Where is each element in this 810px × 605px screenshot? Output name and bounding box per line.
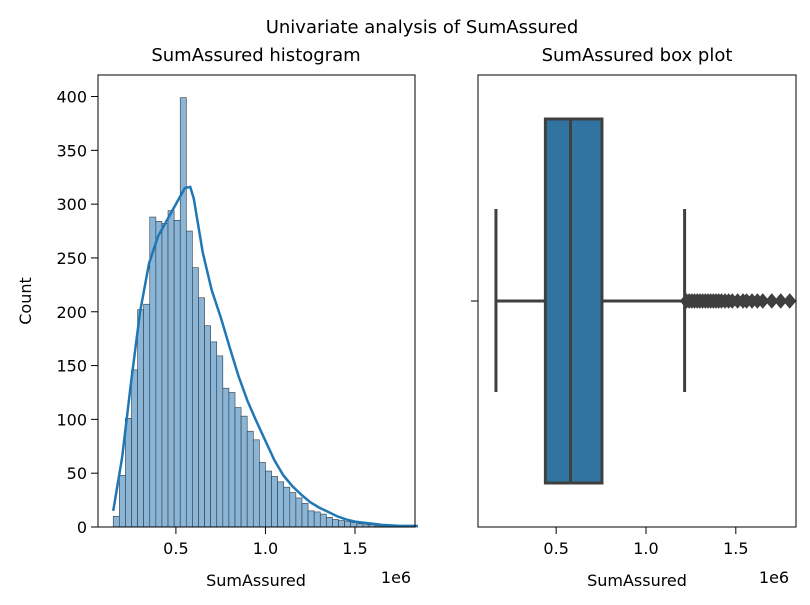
histogram-bar	[198, 297, 205, 528]
histogram-bar	[307, 510, 315, 528]
histogram-bar	[240, 415, 248, 528]
histogram-x-tick-label: 0.5	[163, 539, 188, 558]
histogram-panel: SumAssured histogram 0 50 100 150 200 250 300 3…	[16, 45, 418, 590]
histogram-bar	[161, 223, 169, 528]
histogram-bar	[179, 97, 187, 528]
histogram-y-tick-label: 50	[67, 464, 87, 483]
histogram-bar	[125, 417, 132, 528]
histogram-axes-frame	[97, 74, 416, 528]
boxplot-x-tick-label: 1.0	[633, 539, 658, 558]
figure-title: Univariate analysis of SumAssured	[266, 17, 579, 38]
histogram-title: SumAssured histogram	[151, 45, 360, 66]
histogram-bar	[143, 303, 151, 528]
boxplot-x-tick-label: 1.5	[723, 539, 748, 558]
histogram-bar	[210, 341, 218, 528]
boxplot-box	[543, 117, 604, 485]
histogram-bar	[326, 517, 333, 528]
boxplot-outlier	[774, 293, 788, 309]
histogram-bars	[112, 97, 418, 528]
boxplot-x-offset-label: 1e6	[759, 568, 789, 587]
boxplot-marks	[494, 117, 687, 485]
histogram-bar	[173, 219, 181, 528]
boxplot-panel: SumAssured box plot 0.5 1.0 1.5 SumAssured…	[471, 45, 797, 590]
histogram-bar	[112, 515, 120, 528]
histogram-bar	[259, 462, 266, 528]
histogram-bar	[283, 486, 291, 528]
boxplot-outlier	[783, 293, 797, 309]
histogram-x-tick-label: 1.5	[342, 539, 367, 558]
boxplot-title: SumAssured box plot	[542, 45, 733, 66]
histogram-bar	[271, 476, 278, 528]
histogram-bar	[216, 355, 224, 528]
histogram-bar	[149, 216, 157, 528]
histogram-bar	[119, 475, 126, 528]
histogram-x-ticks: 0.5 1.0 1.5	[163, 527, 368, 558]
histogram-bar	[167, 210, 175, 528]
histogram-y-tick-label: 200	[56, 303, 87, 322]
histogram-bar	[246, 430, 254, 528]
histogram-bar	[301, 503, 309, 528]
boxplot-x-ticks: 0.5 1.0 1.5	[543, 527, 749, 558]
histogram-bar	[295, 497, 303, 528]
boxplot-axes-frame	[477, 74, 797, 528]
histogram-y-tick-label: 100	[56, 410, 87, 429]
histogram-bar	[350, 522, 358, 528]
histogram-bar	[277, 481, 285, 528]
histogram-y-tick-label: 150	[56, 357, 87, 376]
histogram-x-axis-label: SumAssured	[206, 571, 306, 590]
histogram-bar	[252, 439, 260, 528]
histogram-y-tick-label: 300	[56, 195, 87, 214]
histogram-x-tick-label: 1.0	[253, 539, 278, 558]
histogram-bar	[319, 513, 327, 528]
histogram-y-axis-label: Count	[16, 277, 35, 325]
histogram-bar	[204, 325, 211, 528]
histogram-x-offset-label: 1e6	[381, 568, 411, 587]
histogram-bar	[131, 369, 138, 528]
histogram-bar	[137, 309, 144, 528]
histogram-y-tick-label: 350	[56, 141, 87, 160]
boxplot-outlier	[756, 293, 770, 309]
histogram-bar	[265, 470, 272, 528]
histogram-bar	[289, 492, 297, 528]
histogram-bar	[338, 520, 345, 528]
histogram-bar	[222, 387, 230, 528]
histogram-bar	[313, 511, 321, 528]
histogram-y-ticks: 0 50 100 150 200 250 300 350 400	[56, 88, 98, 537]
histogram-bar	[185, 230, 193, 528]
histogram-y-tick-label: 0	[77, 518, 87, 537]
boxplot-x-axis-label: SumAssured	[587, 571, 687, 590]
histogram-bar	[344, 521, 352, 528]
histogram-bar	[332, 519, 339, 528]
histogram-y-tick-label: 400	[56, 88, 87, 107]
histogram-bar	[155, 221, 163, 528]
kde-curve	[111, 185, 418, 528]
histogram-bar	[234, 407, 242, 528]
boxplot-outlier	[765, 293, 779, 309]
histogram-bar	[192, 267, 199, 528]
histogram-bar	[228, 392, 236, 528]
boxplot-x-tick-label: 0.5	[543, 539, 568, 558]
histogram-y-tick-label: 250	[56, 249, 87, 268]
boxplot-outliers	[679, 293, 797, 309]
